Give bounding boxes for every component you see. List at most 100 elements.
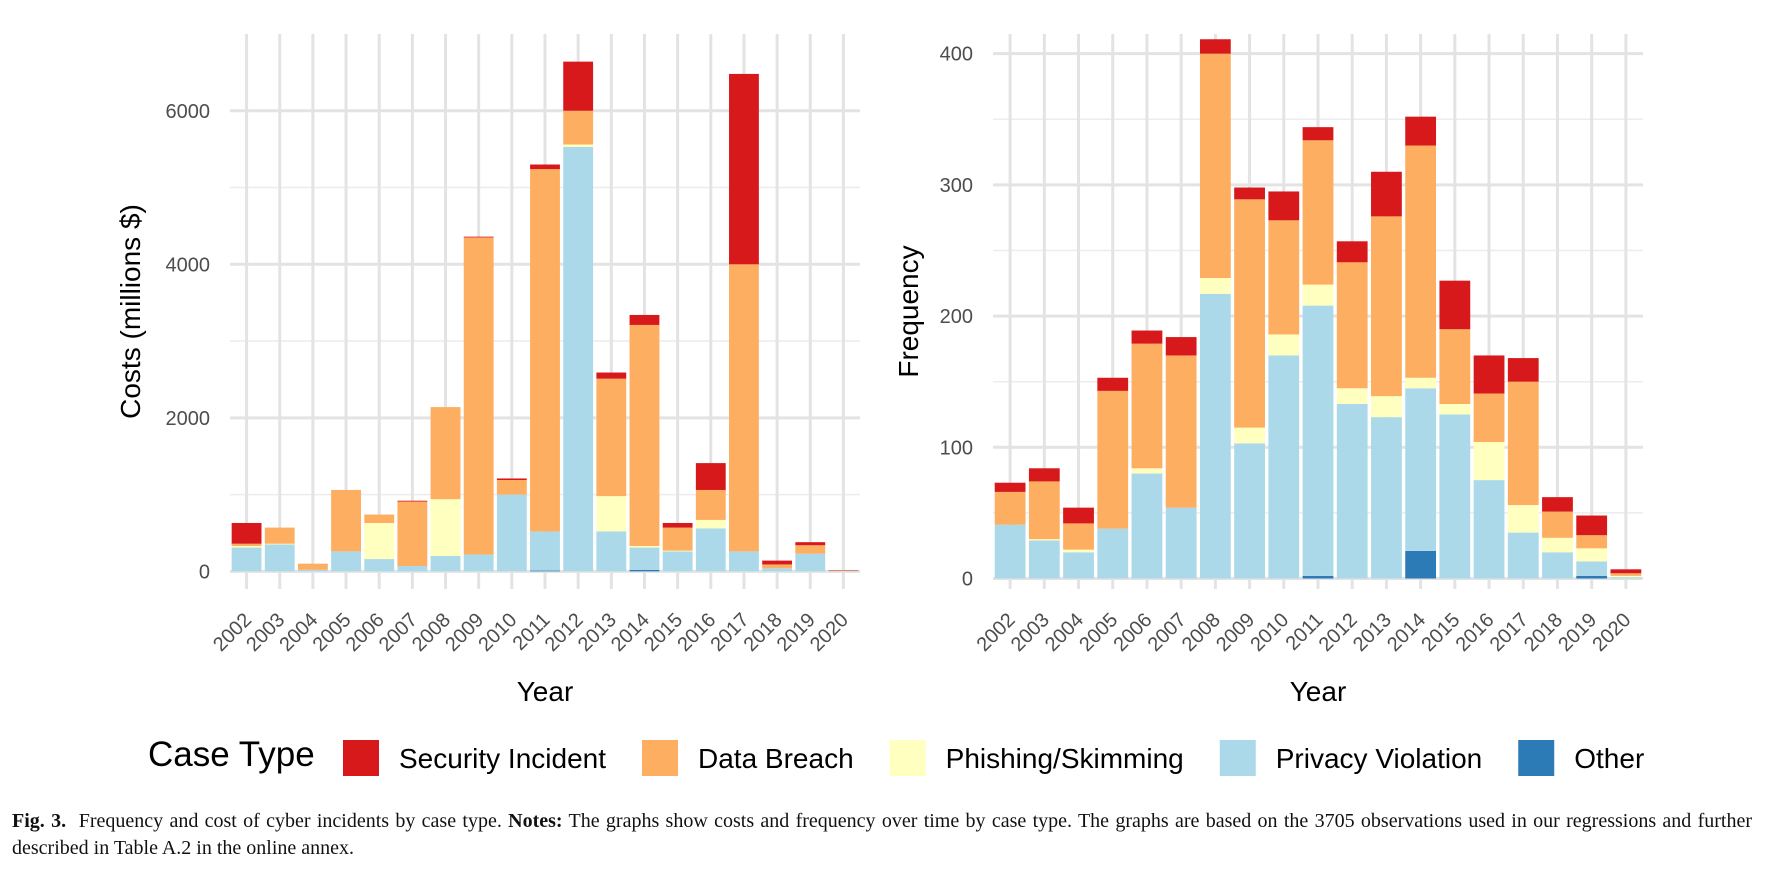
bar-privacy-violation-2012 [563,146,594,572]
bar-security-incident-2019 [795,542,826,546]
bar-privacy-violation-2008 [430,555,461,572]
bar-data-breach-2004 [1063,523,1094,550]
bar-privacy-violation-2003 [264,544,295,572]
bar-privacy-violation-2006 [364,559,395,572]
bar-data-breach-2017 [729,264,759,552]
bar-other-2011 [1302,575,1334,579]
bar-privacy-violation-2002 [994,524,1026,579]
bar-security-incident-2007 [397,500,428,502]
bar-privacy-violation-2018 [762,568,793,572]
bar-phishing-skimming-2004 [1063,549,1094,553]
bar-security-incident-2009 [1234,187,1265,200]
caption-text: Frequency and cost of cyber incidents by… [78,810,502,832]
bar-data-breach-2007 [1165,355,1197,508]
bar-data-breach-2003 [264,527,295,544]
x-tick-label: 2003 [1007,609,1054,656]
bar-phishing-skimming-2010 [1268,334,1300,356]
bar-security-incident-2006 [1131,330,1163,344]
bar-phishing-skimming-2019 [1576,548,1608,562]
bar-security-incident-2004 [1063,507,1094,524]
bar-privacy-violation-2016 [1473,480,1505,579]
bar-security-incident-2011 [1302,127,1334,141]
bar-data-breach-2019 [795,545,826,554]
bar-privacy-violation-2004 [297,569,328,572]
bar-data-breach-2010 [496,479,527,495]
x-tick-label: 2006 [1109,609,1156,656]
costs-chart: 0200040006000200220032004200520062007200… [115,34,860,707]
bar-data-breach-2012 [563,110,594,145]
x-tick-label: 2007 [1144,609,1191,656]
y-tick-label: 4000 [166,254,211,276]
bar-data-breach-2014 [1405,145,1437,378]
bar-data-breach-2008 [430,407,461,500]
bar-data-breach-2012 [1336,262,1368,389]
bar-phishing-skimming-2012 [563,144,594,147]
x-tick-label: 2005 [1075,609,1122,656]
bar-data-breach-2016 [695,489,726,520]
x-tick-label: 2012 [1315,609,1362,656]
legend-label: Security Incident [399,743,606,774]
bar-phishing-skimming-2015 [1439,404,1471,415]
bar-privacy-violation-2017 [729,551,759,572]
bar-privacy-violation-2019 [1576,561,1608,576]
bar-phishing-skimming-2006 [1131,468,1163,474]
bar-security-incident-2019 [1576,515,1608,536]
bar-phishing-skimming-2013 [596,496,627,532]
bar-data-breach-2004 [297,563,328,570]
bar-data-breach-2005 [331,489,361,552]
bar-security-incident-2002 [994,482,1026,492]
bar-security-incident-2010 [496,478,527,480]
bar-privacy-violation-2020 [1610,577,1642,579]
legend-swatch-other [1518,740,1555,776]
bar-phishing-skimming-2013 [1371,396,1402,418]
bar-security-incident-2002 [231,522,262,544]
bar-other-2011 [530,570,560,572]
bar-phishing-skimming-2006 [364,522,395,560]
bar-privacy-violation-2011 [1302,305,1334,576]
bar-privacy-violation-2014 [629,547,660,570]
bar-data-breach-2011 [1302,140,1334,285]
bar-security-incident-2014 [629,314,660,325]
y-axis-title: Costs (millions $) [115,204,146,419]
bar-security-incident-2012 [563,61,594,111]
bar-phishing-skimming-2016 [1473,442,1505,481]
legend-swatch-security-incident [343,740,379,776]
bar-data-breach-2020 [1610,573,1642,576]
bar-data-breach-2019 [1576,535,1608,549]
y-tick-label: 100 [940,437,973,459]
legend: Case Type Security Incident Data Breach Ph… [148,735,1644,776]
bar-privacy-violation-2013 [1371,417,1402,579]
x-tick-label: 2019 [1554,609,1601,656]
legend-swatch-data-breach [642,740,678,776]
bar-privacy-violation-2002 [231,547,262,572]
bar-privacy-violation-2013 [596,531,627,572]
bar-data-breach-2007 [397,501,428,566]
bar-security-incident-2015 [1439,280,1471,330]
caption-label: Fig. 3. [12,810,67,832]
legend-swatch-phishing-skimming [889,740,926,776]
bar-phishing-skimming-2003 [264,543,295,545]
bar-phishing-skimming-2016 [695,519,726,529]
bar-data-breach-2008 [1199,53,1231,279]
bar-security-incident-2007 [1165,337,1197,356]
bar-security-incident-2005 [1097,377,1129,391]
caption-notes-label: Notes: [508,810,563,832]
legend-label: Data Breach [698,743,854,774]
bar-data-breach-2006 [364,514,395,523]
x-tick-label: 2014 [1383,609,1430,656]
bar-data-breach-2003 [1028,481,1060,540]
bar-security-incident-2008 [1199,39,1231,54]
bar-other-2014 [1405,550,1437,579]
legend-label: Other [1574,743,1644,774]
bar-privacy-violation-2003 [1028,540,1060,579]
bar-data-breach-2017 [1507,381,1539,506]
bar-security-incident-2011 [530,164,560,170]
bar-phishing-skimming-2002 [231,546,262,548]
x-tick-label: 2010 [1246,609,1293,656]
bar-privacy-violation-2014 [1405,388,1437,551]
legend-swatch-privacy-violation [1219,740,1256,776]
bar-privacy-violation-2016 [695,528,726,572]
bar-data-breach-2014 [629,324,660,547]
bar-privacy-violation-2009 [463,554,494,572]
bar-data-breach-2018 [762,564,793,569]
